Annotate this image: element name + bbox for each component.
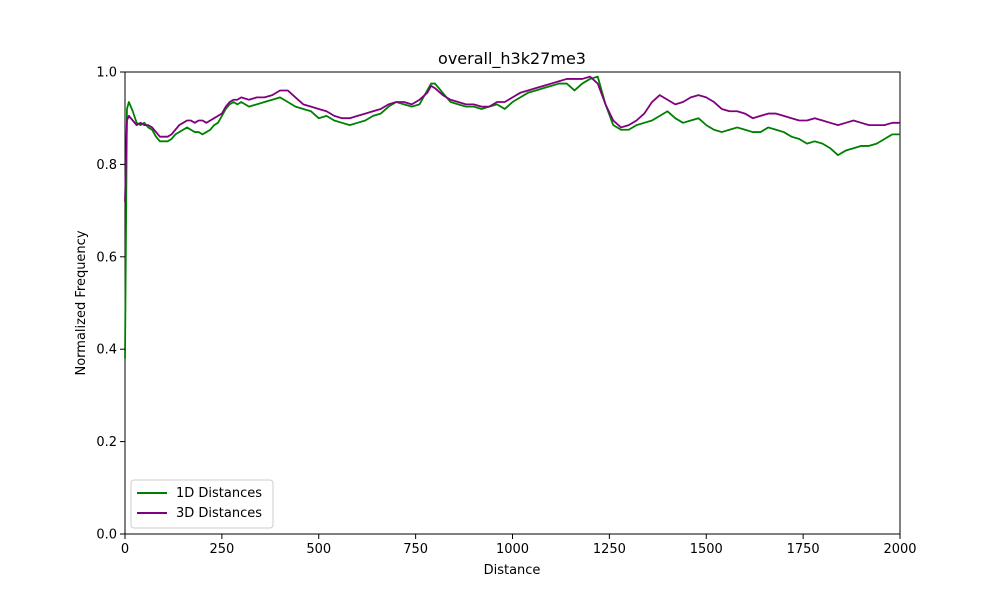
legend: 1D Distances 3D Distances	[130, 479, 274, 529]
legend-label-3d: 3D Distances	[176, 506, 262, 521]
y-tick-label: 0.4	[96, 343, 117, 358]
x-tick-label: 2000	[883, 542, 916, 557]
legend-label-1d: 1D Distances	[176, 486, 262, 501]
series-line-3d	[124, 75, 900, 202]
x-tick-label: 0	[121, 542, 129, 557]
chart-title: overall_h3k27me3	[438, 49, 586, 69]
y-tick-label: 1.0	[96, 66, 117, 81]
series-line-1d	[124, 75, 900, 359]
y-tick-label: 0.0	[96, 528, 117, 543]
x-tick-label: 1000	[496, 542, 529, 557]
series-layer	[124, 75, 900, 359]
x-tick-label: 1500	[690, 542, 723, 557]
x-tick-label: 1750	[787, 542, 820, 557]
y-tick-label: 0.2	[96, 435, 117, 450]
y-tick-label: 0.6	[96, 250, 117, 265]
x-tick-label: 500	[306, 542, 331, 557]
plot-area-frame	[124, 71, 901, 535]
x-tick-label: 750	[403, 542, 428, 557]
y-tick-label: 0.8	[96, 158, 117, 173]
x-axis-label: Distance	[484, 563, 541, 578]
x-tick-label: 1250	[593, 542, 626, 557]
y-axis: 0.0 0.2 0.4 0.6 0.8 1.0	[96, 66, 125, 543]
x-axis: 0 250 500 750 1000 1250 1500 1750 2000	[121, 534, 917, 557]
y-axis-label: Normalized Frequency	[74, 230, 89, 375]
x-tick-label: 250	[209, 542, 234, 557]
